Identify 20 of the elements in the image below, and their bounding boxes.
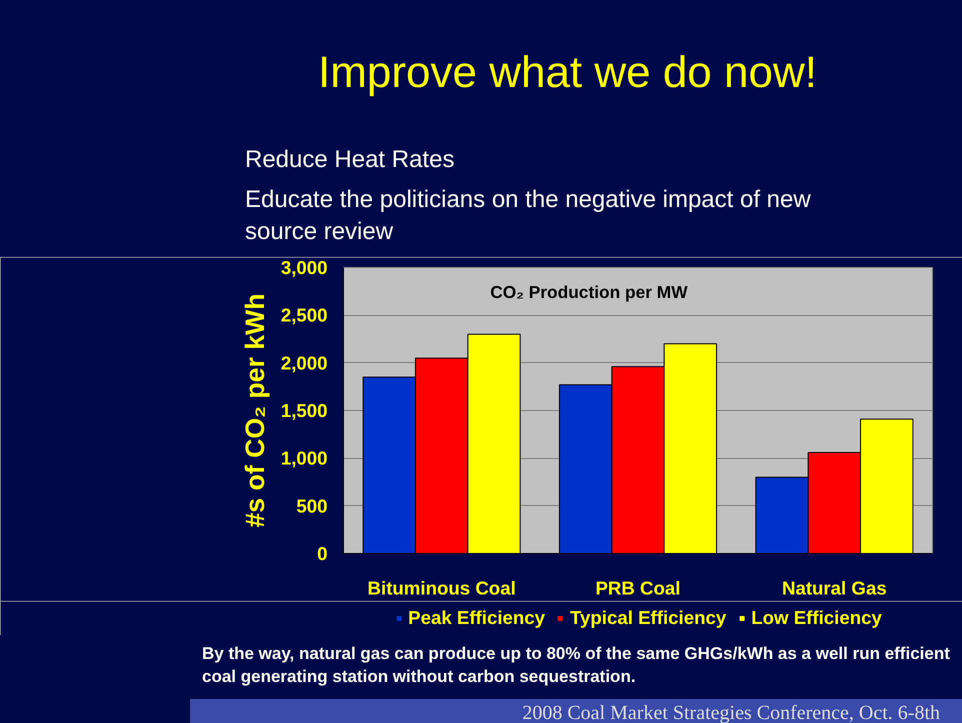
legend-label: Low Efficiency — [751, 607, 882, 629]
y-tick-label: 1,500 — [280, 400, 328, 421]
text: Reduce Heat Rates — [245, 145, 456, 175]
y-axis-title: #s of CO₂ per kWh — [240, 293, 270, 528]
y-tick-label: 3,000 — [280, 257, 328, 278]
x-tick-label: PRB Coal — [596, 578, 681, 598]
y-tick-label: 2,500 — [280, 304, 328, 326]
y-tick-label: 2,000 — [280, 352, 328, 374]
text: CO₂ Production per MW — [490, 282, 688, 302]
x-tick-label: Natural Gas — [782, 578, 887, 598]
text: 2008 Coal Market Strategies Conference, Oct. 6-8th — [190, 699, 962, 723]
legend-label: Peak Efficiency — [408, 607, 546, 629]
chart-title: Improve what we do now! — [317, 47, 818, 99]
x-tick-label: Bituminous Coal — [368, 578, 516, 598]
y-tick-label: 1,000 — [280, 448, 328, 469]
y-tick-label: 0 — [317, 543, 328, 564]
text: Educate the politicians on the negative impact of new source review — [245, 185, 812, 247]
text: By the way, natural gas can produce up to 80% of the same GHGs/kWh as a well run efficient coal generating station without carbon sequestration. — [202, 643, 951, 688]
y-tick-label: 500 — [296, 495, 328, 516]
legend-label: Typical Efficiency — [570, 607, 726, 629]
